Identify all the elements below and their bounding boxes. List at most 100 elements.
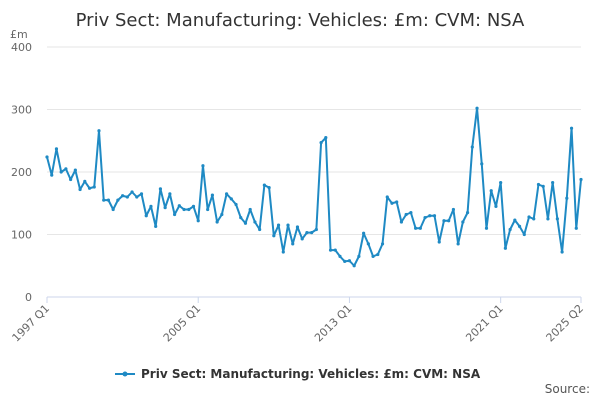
data-point[interactable] (522, 232, 526, 237)
data-point[interactable] (116, 198, 120, 202)
data-point[interactable] (546, 217, 550, 221)
data-point[interactable] (163, 206, 167, 210)
data-point[interactable] (281, 250, 285, 254)
data-point[interactable] (461, 220, 465, 224)
data-point[interactable] (475, 106, 479, 110)
data-point[interactable] (234, 202, 238, 207)
data-point[interactable] (54, 147, 59, 151)
data-point[interactable] (83, 179, 87, 183)
data-point[interactable] (541, 184, 545, 188)
data-point[interactable] (229, 197, 233, 201)
data-point[interactable] (489, 189, 493, 193)
data-point[interactable] (97, 129, 101, 133)
data-point[interactable] (385, 195, 389, 199)
data-point[interactable] (499, 181, 503, 185)
data-point[interactable] (106, 198, 111, 202)
data-point[interactable] (470, 145, 474, 149)
legend-label[interactable]: Priv Sect: Manufacturing: Vehicles: £m: … (141, 367, 481, 381)
data-point[interactable] (215, 220, 219, 224)
data-point[interactable] (196, 219, 200, 223)
data-point[interactable] (569, 126, 574, 130)
data-point[interactable] (154, 224, 158, 228)
data-point[interactable] (366, 242, 370, 246)
data-point[interactable] (380, 242, 385, 246)
data-point[interactable] (272, 234, 276, 238)
data-point[interactable] (149, 204, 153, 208)
data-point[interactable] (135, 195, 139, 199)
data-point[interactable] (371, 254, 375, 258)
data-point[interactable] (220, 212, 224, 217)
data-point[interactable] (224, 192, 229, 196)
data-point[interactable] (310, 231, 314, 235)
data-point[interactable] (532, 217, 536, 221)
data-point[interactable] (314, 227, 318, 232)
data-point[interactable] (338, 254, 342, 258)
data-point[interactable] (432, 214, 437, 218)
data-point[interactable] (210, 193, 214, 197)
data-point[interactable] (102, 198, 106, 202)
data-point[interactable] (168, 192, 172, 196)
data-point[interactable] (125, 195, 129, 199)
data-point[interactable] (177, 204, 181, 208)
data-point[interactable] (243, 221, 248, 225)
data-point[interactable] (248, 207, 252, 212)
data-point[interactable] (239, 216, 243, 220)
data-point[interactable] (376, 252, 380, 257)
data-point[interactable] (191, 204, 196, 208)
data-point[interactable] (139, 192, 144, 196)
data-point[interactable] (187, 207, 191, 212)
data-point[interactable] (258, 227, 262, 232)
data-point[interactable] (50, 173, 54, 177)
data-point[interactable] (343, 259, 347, 263)
data-point[interactable] (442, 219, 446, 223)
data-point[interactable] (262, 183, 266, 187)
data-point[interactable] (328, 248, 333, 252)
data-point[interactable] (357, 254, 361, 258)
data-point[interactable] (494, 204, 498, 208)
data-point[interactable] (536, 182, 541, 187)
data-point[interactable] (291, 242, 295, 246)
data-point[interactable] (121, 194, 125, 198)
data-point[interactable] (295, 225, 300, 229)
legend[interactable]: Priv Sect: Manufacturing: Vehicles: £m: … (115, 367, 481, 381)
data-point[interactable] (305, 231, 309, 235)
data-point[interactable] (574, 226, 578, 230)
data-point[interactable] (333, 248, 337, 252)
data-point[interactable] (111, 207, 115, 212)
data-point[interactable] (409, 211, 413, 215)
data-point[interactable] (45, 155, 49, 159)
data-point[interactable] (437, 240, 441, 244)
data-point[interactable] (480, 162, 484, 166)
data-point[interactable] (513, 218, 517, 222)
data-point[interactable] (172, 212, 177, 217)
data-point[interactable] (73, 168, 77, 172)
data-point[interactable] (555, 217, 559, 221)
data-point[interactable] (201, 164, 205, 168)
data-point[interactable] (390, 201, 394, 205)
data-point[interactable] (517, 224, 522, 228)
data-point[interactable] (92, 185, 96, 189)
data-point[interactable] (451, 207, 456, 212)
data-point[interactable] (428, 214, 432, 218)
data-point[interactable] (87, 186, 92, 190)
data-point[interactable] (414, 226, 418, 230)
data-point[interactable] (267, 186, 271, 190)
data-point[interactable] (362, 231, 366, 235)
data-point[interactable] (418, 226, 422, 230)
data-point[interactable] (579, 177, 583, 182)
data-point[interactable] (206, 207, 210, 212)
data-point[interactable] (560, 250, 564, 254)
data-point[interactable] (324, 136, 328, 140)
data-point[interactable] (182, 207, 186, 212)
data-point[interactable] (395, 200, 399, 204)
data-point[interactable] (503, 246, 507, 250)
data-point[interactable] (130, 190, 134, 194)
data-point[interactable] (286, 223, 290, 227)
data-point[interactable] (456, 242, 460, 246)
data-point[interactable] (423, 216, 427, 220)
data-point[interactable] (352, 264, 356, 268)
data-point[interactable] (399, 220, 404, 224)
data-point[interactable] (484, 226, 489, 230)
data-point[interactable] (447, 219, 451, 223)
data-point[interactable] (144, 214, 148, 218)
